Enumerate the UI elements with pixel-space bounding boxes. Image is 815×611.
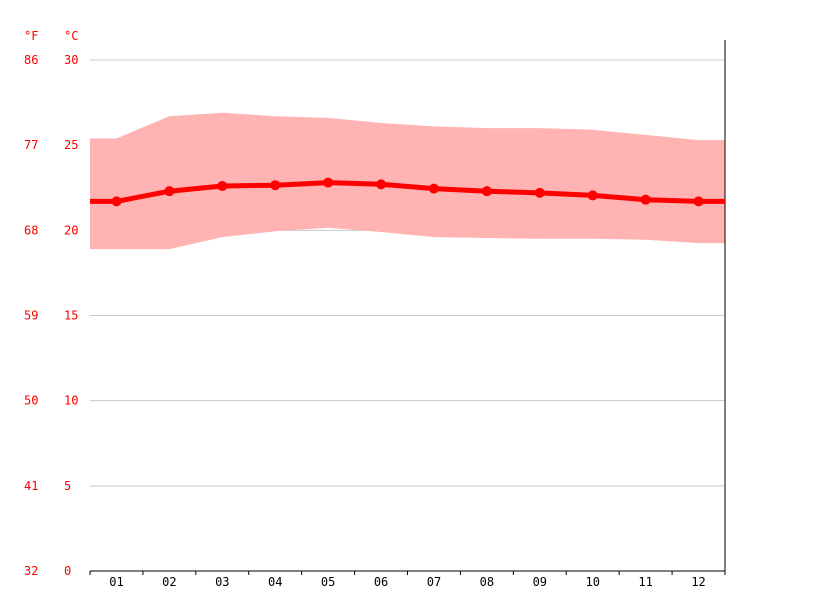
- data-point: [428, 183, 439, 194]
- celsius-unit-label: °C: [64, 29, 78, 43]
- min-max-range-area: [90, 112, 725, 250]
- mean-temperature-line: [90, 180, 725, 204]
- axis-labels: °F °C 0 32 5 41 10 50 15 59 20 68 25 77 30 86 01 02 03 04…: [24, 29, 706, 589]
- month-label: 06: [374, 575, 388, 589]
- data-point: [376, 179, 387, 190]
- fahrenheit-unit-label: °F: [24, 29, 38, 43]
- data-point: [693, 196, 704, 207]
- data-point: [587, 190, 598, 201]
- fahrenheit-tick-label: 50: [24, 394, 38, 408]
- month-label: 09: [533, 575, 547, 589]
- celsius-tick-label: 0: [64, 564, 71, 578]
- month-label: 04: [268, 575, 282, 589]
- data-point: [217, 181, 228, 192]
- fahrenheit-tick-label: 68: [24, 223, 38, 237]
- month-label: 05: [321, 575, 335, 589]
- fahrenheit-tick-label: 86: [24, 53, 38, 67]
- celsius-tick-label: 5: [64, 479, 71, 493]
- data-point: [481, 186, 492, 197]
- fahrenheit-tick-label: 32: [24, 564, 38, 578]
- temperature-range-band: [90, 112, 725, 250]
- data-point: [164, 186, 175, 197]
- mean-temperature-series: [90, 177, 725, 207]
- month-label: 02: [162, 575, 176, 589]
- celsius-tick-label: 20: [64, 223, 78, 237]
- fahrenheit-tick-label: 59: [24, 309, 38, 323]
- data-point: [270, 180, 281, 191]
- month-label: 03: [215, 575, 229, 589]
- month-label: 10: [585, 575, 599, 589]
- celsius-tick-label: 10: [64, 394, 78, 408]
- celsius-tick-label: 30: [64, 53, 78, 67]
- data-point: [534, 187, 545, 198]
- month-label: 01: [109, 575, 123, 589]
- data-point: [111, 196, 122, 207]
- month-label: 08: [480, 575, 494, 589]
- month-label: 07: [427, 575, 441, 589]
- celsius-tick-label: 15: [64, 309, 78, 323]
- month-label: 11: [638, 575, 652, 589]
- celsius-tick-label: 25: [64, 138, 78, 152]
- fahrenheit-tick-label: 41: [24, 479, 38, 493]
- data-point: [640, 194, 651, 205]
- data-point: [323, 177, 334, 188]
- month-label: 12: [691, 575, 705, 589]
- axes: [89, 40, 726, 575]
- fahrenheit-tick-label: 77: [24, 138, 38, 152]
